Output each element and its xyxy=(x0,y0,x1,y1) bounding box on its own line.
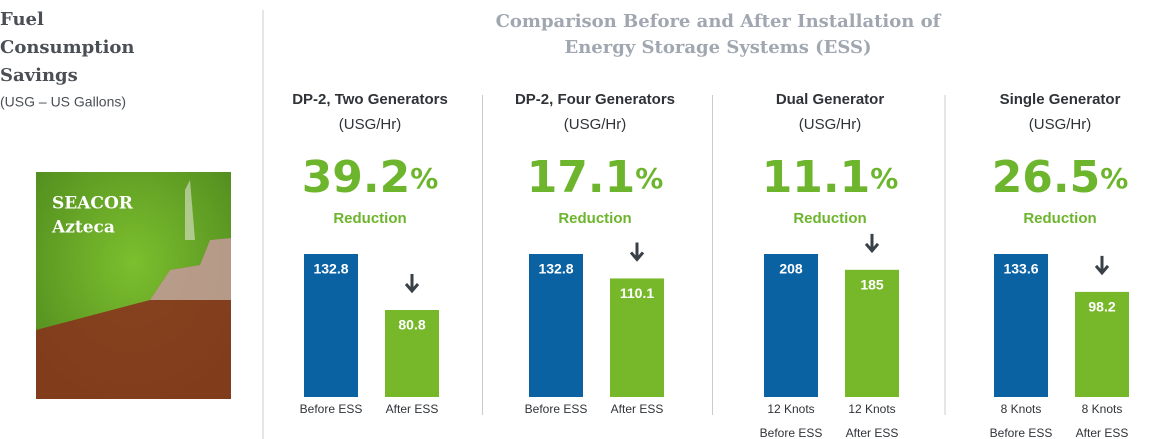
chart-subtitle: (USG/Hr) xyxy=(1029,116,1092,133)
chart-title: Single Generator xyxy=(1000,91,1121,108)
chart-subtitle: (USG/Hr) xyxy=(564,116,627,133)
value-label: 185 xyxy=(860,277,884,293)
reduction-unit: % xyxy=(410,162,438,195)
value-label: 132.8 xyxy=(313,261,348,277)
sidebar-title: Fuel xyxy=(0,9,44,30)
x-tick-label: Before ESS xyxy=(525,402,588,416)
image-caption: SEACOR xyxy=(52,194,134,214)
value-label: 80.8 xyxy=(398,317,425,333)
reduction-unit: % xyxy=(870,162,898,195)
category-note: 12 Knots xyxy=(848,402,895,416)
x-tick-label: After ESS xyxy=(846,426,899,439)
chart-title: DP-2, Four Generators xyxy=(515,91,675,108)
image-caption: Azteca xyxy=(51,218,115,238)
x-tick-label: Before ESS xyxy=(990,426,1053,439)
chart-title: Dual Generator xyxy=(776,91,885,108)
down-arrow xyxy=(631,242,643,259)
reduction-note: Reduction xyxy=(793,210,866,227)
x-tick-label: Before ESS xyxy=(300,402,363,416)
header-title: Comparison Before and After Installation… xyxy=(496,11,942,32)
x-tick-label: Before ESS xyxy=(760,426,823,439)
category-note: 8 Knots xyxy=(1001,402,1042,416)
sidebar-subtitle: (USG – US Gallons) xyxy=(0,94,126,110)
category-note: 8 Knots xyxy=(1082,402,1123,416)
value-label: 133.6 xyxy=(1003,261,1038,277)
header-title: Energy Storage Systems (ESS) xyxy=(565,37,872,58)
category-note: 12 Knots xyxy=(767,402,814,416)
value-label: 132.8 xyxy=(538,261,573,277)
reduction-note: Reduction xyxy=(1023,210,1096,227)
reduction: 11.1% xyxy=(762,152,899,203)
reduction-value: 11.1 xyxy=(762,152,871,203)
reduction-value: 39.2 xyxy=(302,152,411,203)
reduction-unit: % xyxy=(635,162,663,195)
x-tick-label: After ESS xyxy=(386,402,439,416)
sidebar: Fuel Consumption Savings (USG – US Gallo… xyxy=(0,9,231,399)
reduction-value: 17.1 xyxy=(527,152,636,203)
reduction: 39.2% xyxy=(302,152,439,203)
down-arrow xyxy=(866,234,878,251)
x-tick-label: After ESS xyxy=(611,402,664,416)
reduction-value: 26.5 xyxy=(992,152,1101,203)
reduction-unit: % xyxy=(1100,162,1128,195)
chart-subtitle: (USG/Hr) xyxy=(799,116,862,133)
value-label: 98.2 xyxy=(1088,299,1115,315)
reduction: 17.1% xyxy=(527,152,664,203)
reduction-note: Reduction xyxy=(558,210,631,227)
down-arrow xyxy=(1096,256,1108,273)
infographic: Fuel Consumption Savings (USG – US Gallo… xyxy=(0,0,1163,439)
chart-title: DP-2, Two Generators xyxy=(292,91,448,108)
reduction-note: Reduction xyxy=(333,210,406,227)
chart-subtitle: (USG/Hr) xyxy=(339,116,402,133)
page: Fuel Consumption Savings (USG – US Gallo… xyxy=(0,0,1163,439)
sidebar-title: Savings xyxy=(0,65,78,86)
value-label: 110.1 xyxy=(620,285,654,301)
value-label: 208 xyxy=(779,261,803,277)
reduction: 26.5% xyxy=(992,152,1129,203)
sidebar-title: Consumption xyxy=(0,37,135,58)
down-arrow xyxy=(406,274,418,291)
x-tick-label: After ESS xyxy=(1076,426,1129,439)
